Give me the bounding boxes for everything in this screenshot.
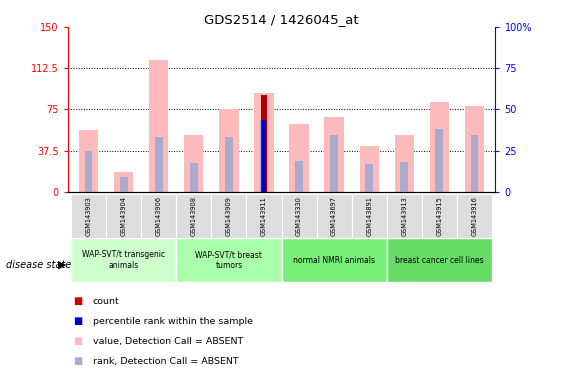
Text: normal NMRI animals: normal NMRI animals	[293, 256, 375, 265]
Bar	[464, 106, 484, 192]
Bar	[247, 194, 282, 238]
Bar	[316, 194, 352, 238]
Bar	[260, 121, 268, 192]
Bar	[71, 238, 176, 282]
Bar	[114, 172, 133, 192]
Bar	[155, 137, 163, 192]
Bar	[324, 117, 344, 192]
Text: GSM143909: GSM143909	[226, 196, 232, 236]
Text: GSM143330: GSM143330	[296, 196, 302, 236]
Title: GDS2514 / 1426045_at: GDS2514 / 1426045_at	[204, 13, 359, 26]
Text: GSM143697: GSM143697	[331, 196, 337, 236]
Bar	[141, 194, 176, 238]
Text: rank, Detection Call = ABSENT: rank, Detection Call = ABSENT	[93, 357, 239, 366]
Text: GSM143913: GSM143913	[401, 196, 407, 236]
Bar	[282, 238, 387, 282]
Bar	[149, 60, 168, 192]
Text: ■: ■	[73, 336, 82, 346]
Bar	[282, 194, 316, 238]
Text: disease state: disease state	[6, 260, 71, 270]
Text: GSM143904: GSM143904	[120, 196, 127, 236]
Text: WAP-SVT/t breast
tumors: WAP-SVT/t breast tumors	[195, 250, 262, 270]
Text: breast cancer cell lines: breast cancer cell lines	[395, 256, 484, 265]
Bar	[471, 135, 478, 192]
Text: GSM143903: GSM143903	[86, 196, 92, 236]
Text: ▶: ▶	[58, 260, 66, 270]
Bar	[387, 238, 492, 282]
Text: GSM143915: GSM143915	[436, 196, 443, 236]
Text: GSM143916: GSM143916	[471, 196, 477, 236]
Bar	[352, 194, 387, 238]
Bar	[430, 102, 449, 192]
Text: ■: ■	[73, 356, 82, 366]
Text: GSM143891: GSM143891	[366, 196, 372, 236]
Bar	[120, 177, 128, 192]
Bar	[457, 194, 492, 238]
Text: GSM143906: GSM143906	[156, 196, 162, 236]
Bar	[219, 109, 239, 192]
Text: percentile rank within the sample: percentile rank within the sample	[93, 317, 253, 326]
Text: value, Detection Call = ABSENT: value, Detection Call = ABSENT	[93, 337, 243, 346]
Bar	[211, 194, 247, 238]
Bar	[261, 95, 267, 192]
Bar	[422, 194, 457, 238]
Bar	[106, 194, 141, 238]
Text: count: count	[93, 297, 120, 306]
Bar	[225, 137, 233, 192]
Bar	[330, 135, 338, 192]
Bar	[254, 93, 274, 192]
Bar	[190, 163, 198, 192]
Bar	[176, 194, 211, 238]
Bar	[295, 161, 303, 192]
Text: GSM143911: GSM143911	[261, 196, 267, 236]
Text: GSM143908: GSM143908	[191, 196, 197, 236]
Bar	[79, 130, 99, 192]
Bar	[365, 164, 373, 192]
Bar	[262, 121, 266, 192]
Text: ■: ■	[73, 316, 82, 326]
Bar	[360, 146, 379, 192]
Bar	[71, 194, 106, 238]
Bar	[395, 135, 414, 192]
Bar	[435, 129, 443, 192]
Bar	[176, 238, 282, 282]
Text: WAP-SVT/t transgenic
animals: WAP-SVT/t transgenic animals	[82, 250, 165, 270]
Bar	[387, 194, 422, 238]
Bar	[289, 124, 309, 192]
Bar	[400, 162, 408, 192]
Text: ■: ■	[73, 296, 82, 306]
Bar	[85, 151, 92, 192]
Bar	[184, 135, 203, 192]
